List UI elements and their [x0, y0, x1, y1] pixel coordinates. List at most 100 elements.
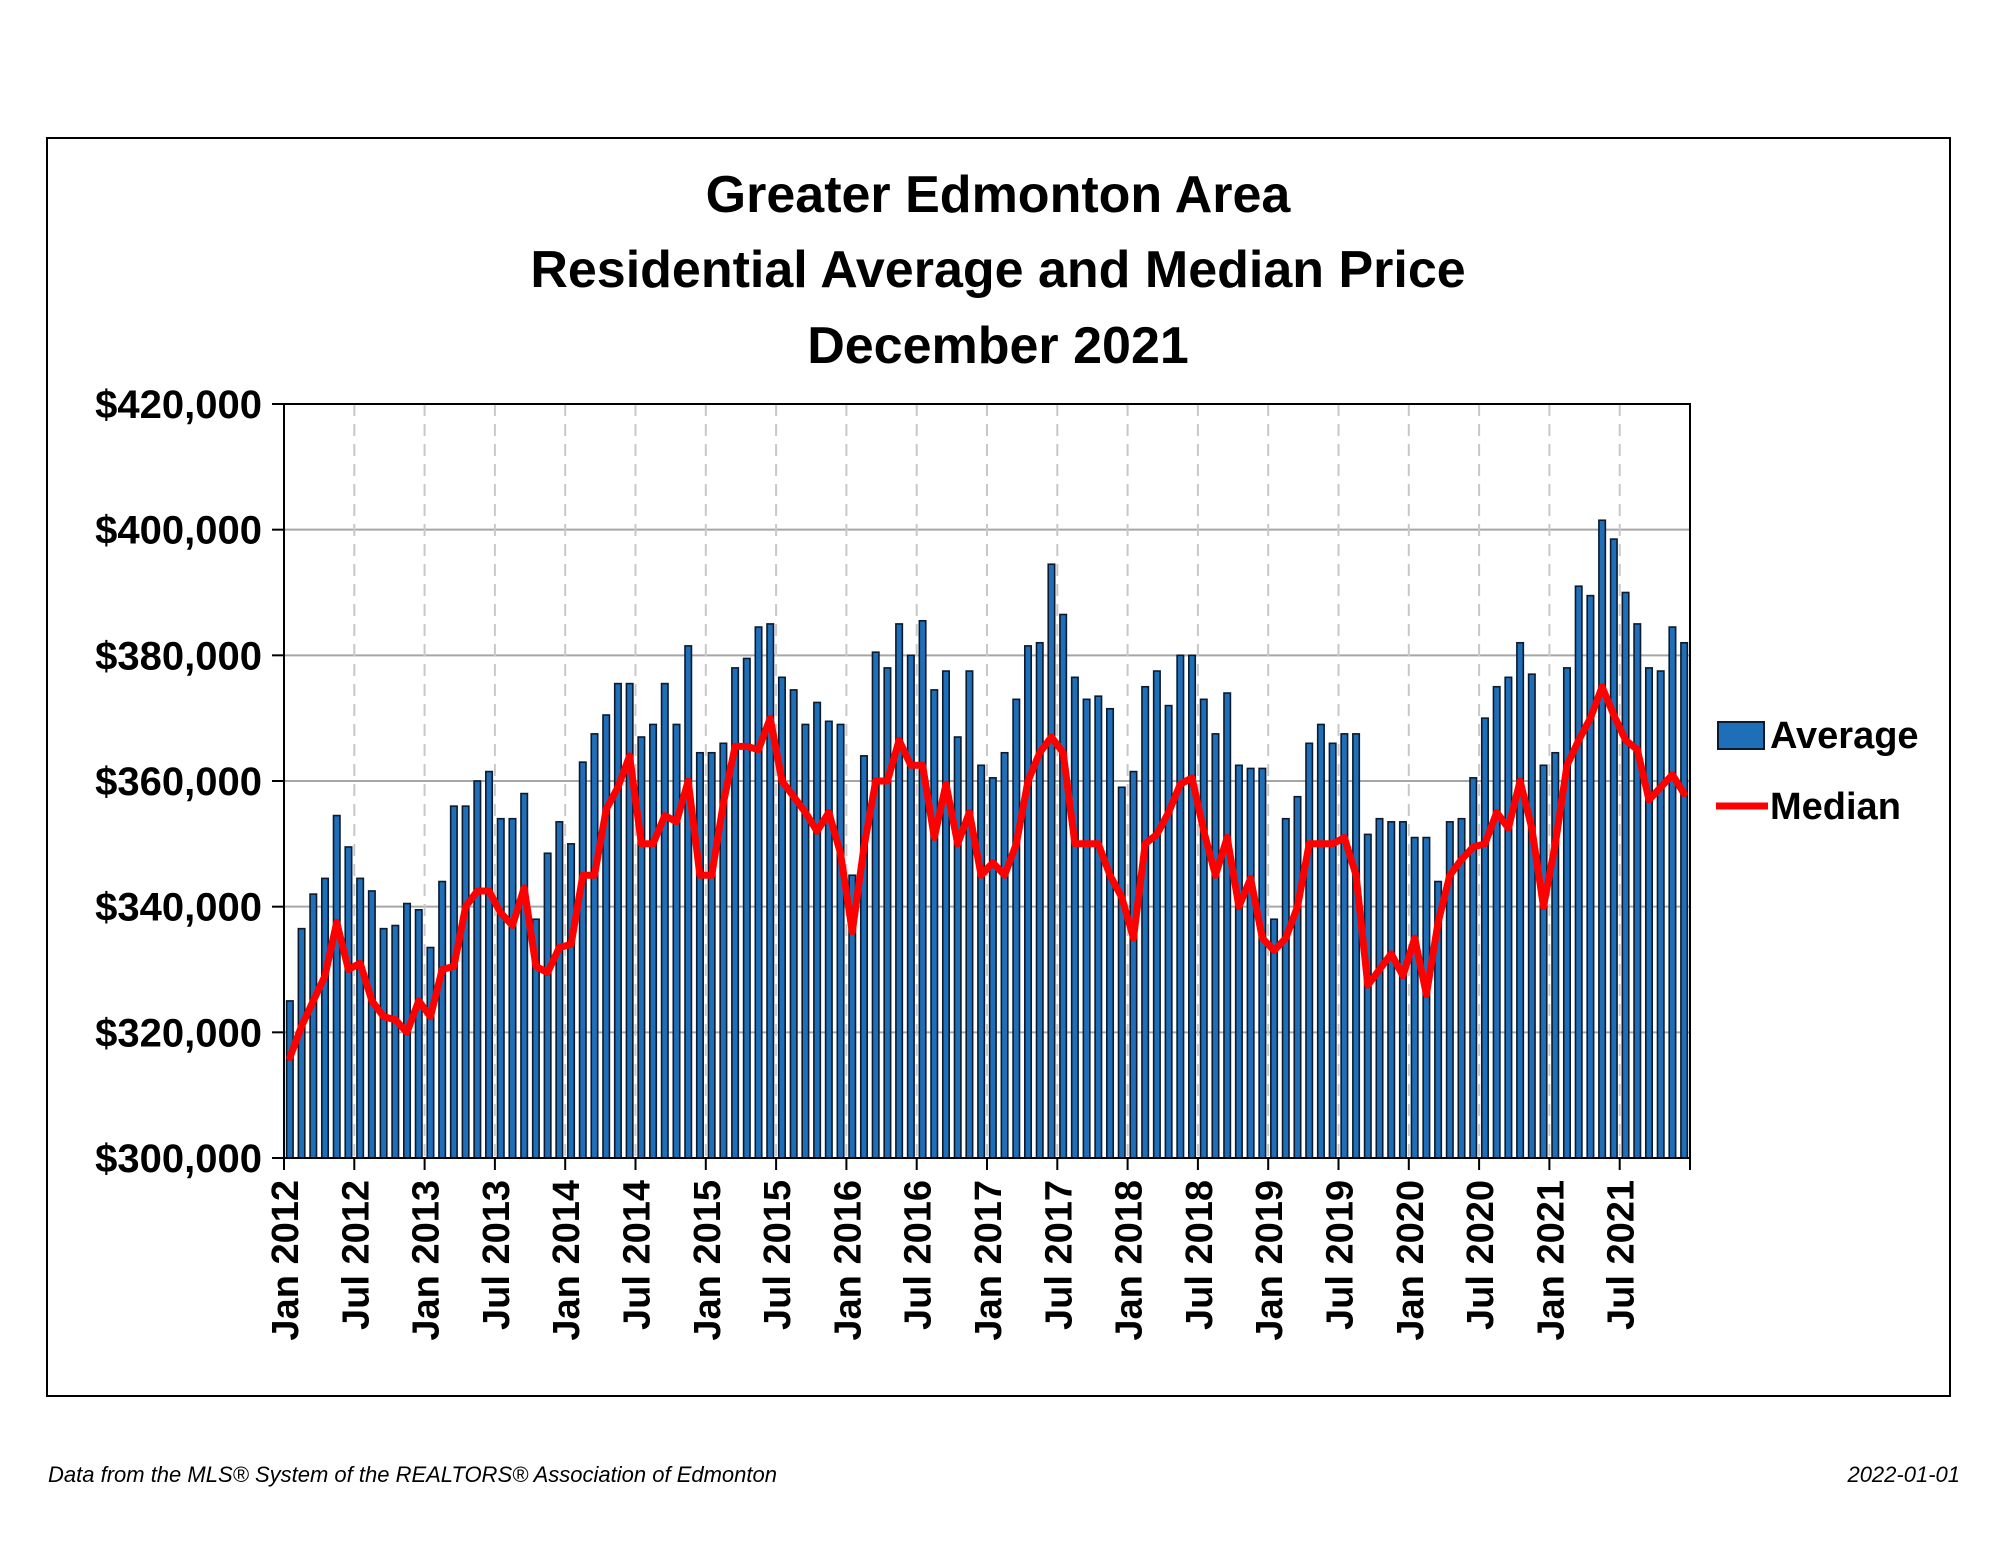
- average-bar: [1363, 833, 1372, 1159]
- average-bar: [320, 877, 330, 1159]
- average-bar: [1305, 742, 1314, 1159]
- average-bar: [777, 676, 786, 1159]
- average-bar: [1270, 918, 1279, 1159]
- average-bar: [801, 723, 810, 1159]
- x-tick-label: Jul 2014: [617, 1180, 659, 1330]
- y-tick-label: $380,000: [95, 634, 262, 678]
- average-bar: [613, 682, 622, 1159]
- average-bar: [649, 723, 658, 1159]
- average-bar: [1586, 594, 1595, 1159]
- average-bar: [1246, 767, 1255, 1159]
- average-bar: [953, 736, 962, 1159]
- x-tick-label: Jan 2012: [265, 1180, 307, 1341]
- x-tick-label: Jul 2012: [335, 1180, 377, 1330]
- average-bar: [1609, 538, 1618, 1159]
- average-bar: [461, 805, 470, 1159]
- average-bar: [426, 946, 435, 1159]
- average-bar: [836, 723, 845, 1159]
- x-tick-label: Jul 2016: [898, 1180, 940, 1330]
- average-bar: [1598, 519, 1607, 1159]
- average-bar: [1633, 623, 1642, 1159]
- average-bar: [1328, 742, 1337, 1159]
- average-bar: [1223, 692, 1232, 1159]
- average-bar: [1469, 777, 1478, 1159]
- average-bar: [930, 689, 939, 1159]
- y-tick-label: $400,000: [95, 509, 262, 553]
- x-tick-label: Jul 2021: [1601, 1180, 1643, 1330]
- average-bar: [567, 843, 576, 1159]
- average-bar: [766, 623, 775, 1159]
- average-bar: [1129, 770, 1138, 1159]
- x-tick-label: Jul 2013: [476, 1180, 518, 1330]
- average-bar: [438, 880, 447, 1159]
- average-bar: [543, 852, 552, 1159]
- average-bar: [672, 723, 681, 1159]
- average-bar: [1035, 641, 1044, 1159]
- average-bar: [965, 670, 974, 1159]
- average-bar: [883, 667, 892, 1159]
- average-bar: [742, 657, 751, 1159]
- x-tick-label: Jan 2021: [1530, 1180, 1572, 1341]
- average-bar: [1656, 670, 1665, 1159]
- x-tick-label: Jul 2020: [1460, 1180, 1502, 1330]
- y-tick-label: $360,000: [95, 760, 262, 804]
- legend-swatch-average: [1717, 721, 1765, 750]
- y-tick-label: $300,000: [95, 1137, 262, 1181]
- average-bar: [391, 924, 400, 1159]
- average-bar: [695, 751, 704, 1159]
- x-tick-label: Jan 2016: [827, 1180, 869, 1341]
- average-bar: [590, 733, 599, 1159]
- average-bar: [1316, 723, 1325, 1159]
- average-bar: [731, 667, 740, 1159]
- x-tick-label: Jan 2013: [406, 1180, 448, 1341]
- average-bar: [684, 645, 693, 1159]
- average-bar: [379, 927, 388, 1159]
- average-bar: [508, 817, 517, 1159]
- average-bar: [496, 817, 505, 1159]
- x-axis: Jan 2012 Jul 2012 Jan 2013 Jul 2013 Jan 2014…: [265, 1158, 1691, 1341]
- x-tick-label: Jan 2015: [687, 1180, 729, 1341]
- average-bar: [707, 751, 716, 1159]
- average-bar: [449, 805, 458, 1159]
- average-bar: [332, 814, 341, 1159]
- average-bar: [1398, 821, 1407, 1159]
- average-bar: [1000, 751, 1009, 1159]
- average-bar: [297, 927, 306, 1159]
- average-bar: [602, 714, 611, 1159]
- average-bar: [824, 720, 833, 1159]
- average-bar: [813, 701, 822, 1159]
- average-bar: [1070, 676, 1079, 1159]
- average-bar: [1644, 667, 1654, 1159]
- average-bar: [1164, 704, 1173, 1159]
- average-bar: [1410, 836, 1419, 1159]
- average-bar: [367, 890, 376, 1159]
- x-tick-label: Jul 2019: [1320, 1180, 1362, 1330]
- x-tick-label: Jul 2015: [757, 1180, 799, 1330]
- average-bar: [977, 764, 986, 1159]
- average-bar: [1352, 733, 1361, 1159]
- average-bar: [1574, 585, 1583, 1159]
- average-bar: [1680, 641, 1689, 1159]
- average-bar: [988, 777, 997, 1159]
- average-bar: [1188, 654, 1197, 1159]
- average-bar: [1387, 821, 1396, 1159]
- x-tick-label: Jan 2019: [1249, 1180, 1291, 1341]
- average-bar: [1668, 626, 1677, 1159]
- average-bar: [1047, 563, 1056, 1159]
- y-tick-label: $320,000: [95, 1011, 262, 1055]
- average-bar: [918, 619, 927, 1159]
- average-bar: [520, 792, 529, 1159]
- average-bar: [1516, 641, 1525, 1159]
- x-tick-label: Jul 2018: [1179, 1180, 1221, 1330]
- x-tick-label: Jul 2017: [1038, 1180, 1080, 1330]
- median-line: [286, 683, 1688, 1061]
- chart-title-line-2: Residential Average and Median Price: [530, 241, 1465, 299]
- median-line-layer: [286, 683, 1688, 1061]
- average-bar: [555, 821, 564, 1159]
- average-bar: [1176, 654, 1185, 1159]
- x-tick-label: Jan 2018: [1109, 1180, 1151, 1341]
- average-bar: [1023, 645, 1033, 1159]
- average-bar: [1258, 767, 1267, 1159]
- average-bar: [1562, 667, 1571, 1159]
